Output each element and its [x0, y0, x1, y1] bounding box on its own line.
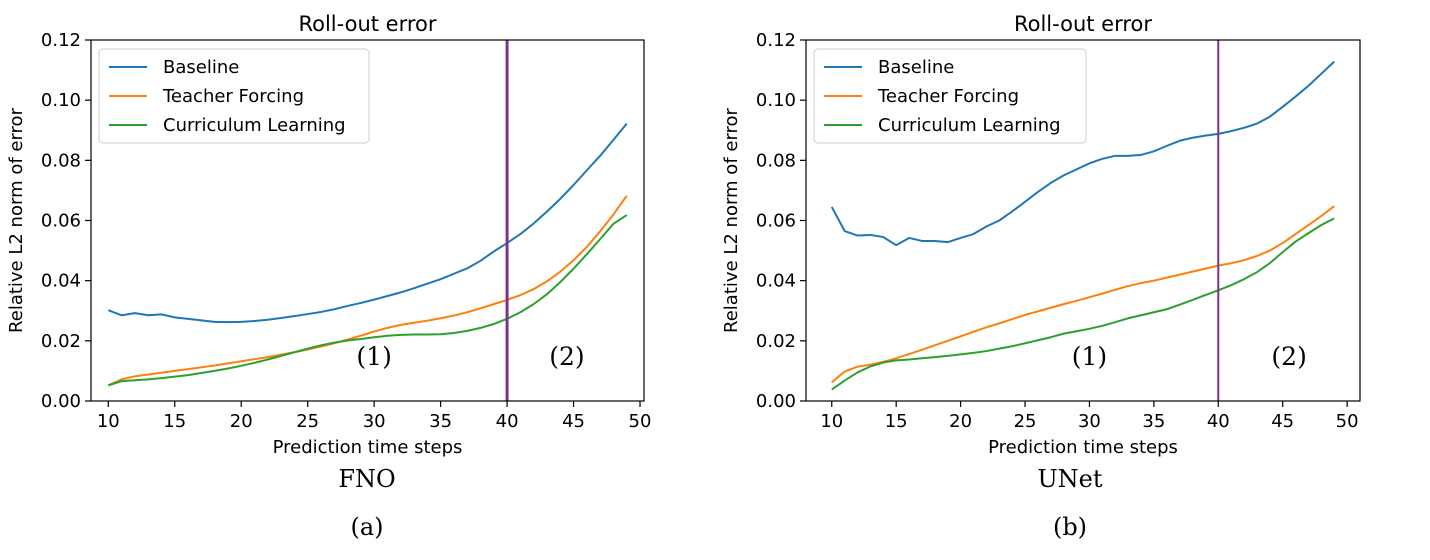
legend-box	[98, 48, 370, 144]
y-tick-label: 0.06	[756, 211, 796, 232]
x-tick-label: 20	[949, 411, 972, 432]
chart-panel-unet: Roll-out error (1) (2) 10 15 20 25 30 35 40 45 50 0.…	[721, 12, 1361, 541]
x-axis-label: Prediction time steps	[988, 437, 1178, 458]
legend-label: Baseline	[163, 57, 239, 78]
y-tick-label: 0.04	[41, 271, 81, 292]
series-line-teacher-forcing	[107, 195, 628, 387]
y-tick-label: 0.00	[756, 391, 796, 412]
x-tick-label: 40	[496, 411, 519, 432]
y-tick-label: 0.08	[756, 150, 796, 171]
x-tick-label: 45	[562, 411, 585, 432]
x-tick-label: 25	[1014, 411, 1037, 432]
x-tick-label: 30	[363, 411, 386, 432]
x-tick-label: 15	[885, 411, 908, 432]
chart-title: Roll-out error	[298, 12, 436, 36]
chart-caption: UNet	[1037, 465, 1102, 493]
x-tick-label: 45	[1271, 411, 1294, 432]
chart-caption: FNO	[338, 465, 395, 493]
y-tick-label: 0.08	[41, 150, 81, 171]
legend-label: Teacher Forcing	[162, 86, 304, 107]
x-tick-label: 25	[296, 411, 319, 432]
y-axis-label: Relative L2 norm of error	[721, 107, 742, 333]
x-tick-label: 10	[97, 411, 120, 432]
chart-sublabel: (b)	[1053, 513, 1087, 541]
region-label: (1)	[1072, 342, 1107, 371]
series-line-baseline	[830, 60, 1335, 247]
y-tick-label: 0.12	[756, 30, 796, 51]
x-axis-label: Prediction time steps	[273, 437, 463, 458]
series-line-teacher-forcing	[831, 205, 1335, 384]
legend-label: Curriculum Learning	[878, 115, 1061, 136]
x-tick-label: 50	[629, 411, 652, 432]
region-label: (1)	[356, 342, 391, 371]
x-tick-label: 15	[163, 411, 186, 432]
chart-title: Roll-out error	[1014, 12, 1152, 36]
y-tick-label: 0.04	[756, 271, 796, 292]
x-tick-label: 40	[1207, 411, 1230, 432]
region-label: (2)	[549, 342, 584, 371]
y-tick-label: 0.02	[756, 331, 796, 352]
series-line-curriculum	[831, 217, 1335, 391]
legend-box	[813, 48, 1087, 144]
x-tick-label: 35	[1142, 411, 1165, 432]
x-tick-label: 10	[820, 411, 843, 432]
series-line-curriculum	[107, 214, 628, 387]
region-label: (2)	[1271, 342, 1306, 371]
y-tick-label: 0.10	[756, 90, 796, 111]
legend-label: Curriculum Learning	[163, 115, 346, 136]
y-tick-label: 0.02	[41, 331, 81, 352]
legend-label: Baseline	[878, 57, 954, 78]
legend-label: Teacher Forcing	[877, 86, 1019, 107]
y-tick-label: 0.06	[41, 211, 81, 232]
chart-sublabel: (a)	[350, 513, 383, 541]
chart-panel-fno: Roll-out error (1) (2) 10 15 20 25 30 35 40 45 50 0.…	[6, 12, 651, 541]
y-axis-label: Relative L2 norm of error	[6, 107, 27, 333]
y-tick-label: 0.00	[41, 391, 81, 412]
x-tick-label: 30	[1078, 411, 1101, 432]
y-tick-label: 0.10	[41, 90, 81, 111]
y-tick-label: 0.12	[41, 30, 81, 51]
x-tick-label: 35	[429, 411, 452, 432]
x-tick-label: 50	[1336, 411, 1359, 432]
series-line-baseline	[107, 122, 628, 324]
x-tick-label: 20	[230, 411, 253, 432]
